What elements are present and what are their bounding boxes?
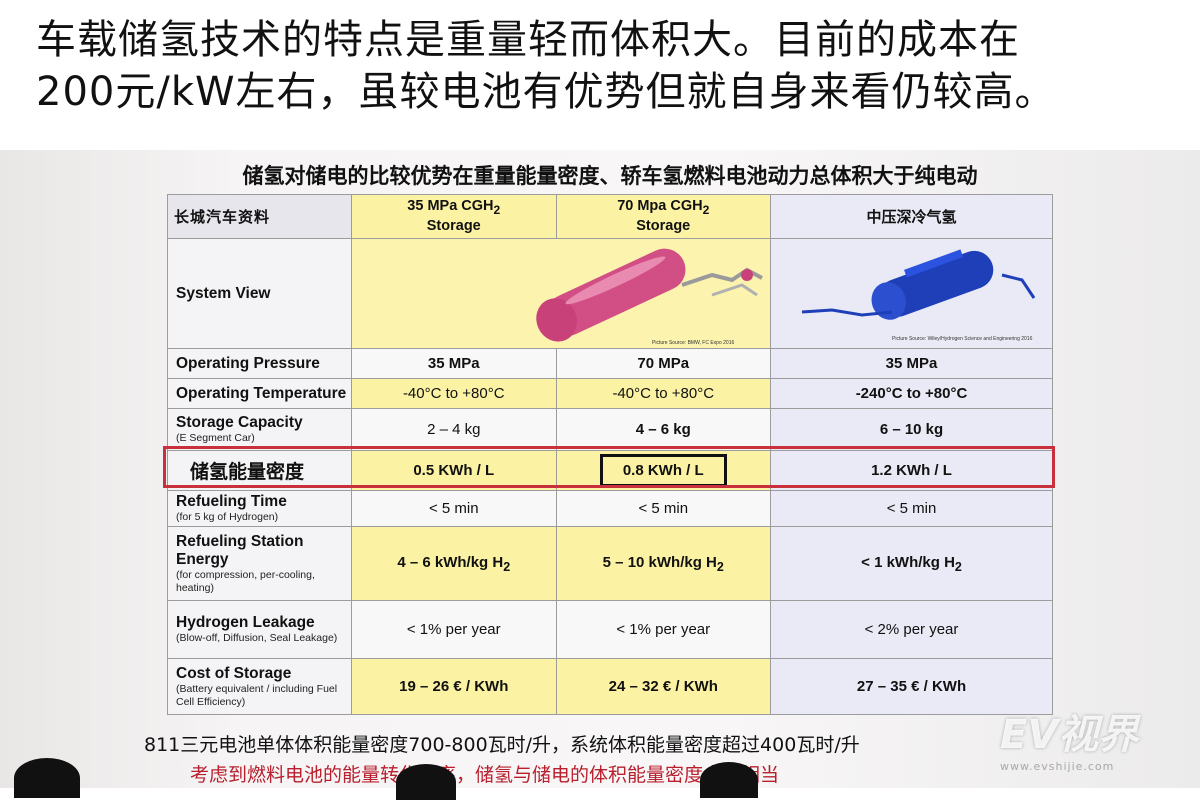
refueling-time-sub: (for 5 kg of Hydrogen) [176,511,279,523]
station-energy-label: Refueling Station Energy [176,532,304,568]
pink-tank-illustration: Picture Source: BMW, FC Expo 2016 [536,248,763,346]
header-70mpa-sub: 2 [702,202,710,217]
header-35mpa-line1: 35 MPa CGH [407,197,494,214]
cell-pressure-35: 35 MPa [351,348,557,379]
cell-leak-35: < 1% per year [351,600,557,659]
watermark-site: www.evshijie.com [1000,760,1115,773]
brand-label: 长城汽车资料 [166,194,353,239]
watermark: EV视界 www.evshijie.com [1000,702,1190,773]
station-70-value: 5 – 10 kWh/kg H [602,553,717,571]
station-cryo-value: < 1 kWh/kg H [861,553,955,571]
row-label-operating-temperature: Operating Temperature [166,378,353,409]
note-battery-density: 811三元电池单体体积能量密度700-800瓦时/升，系统体积能量密度超过400… [144,734,860,756]
cell-leak-70: < 1% per year [555,600,772,659]
storage-capacity-label: Storage Capacity [176,414,303,431]
storage-capacity-sub: (E Segment Car) [176,432,255,444]
leakage-label: Hydrogen Leakage [176,614,315,631]
table-row-system-view: System View Picture Source: BMW, FC Expo… [166,238,1053,349]
audience-head-left [14,758,80,798]
cost-sub: (Battery equivalent / including Fuel Cel… [176,682,338,708]
picture-credit-left: Picture Source: BMW, FC Expo 2016 [652,340,734,346]
header-35mpa-line2: Storage [426,218,481,235]
h2-subscript: 2 [716,559,724,574]
cell-temp-cryo: -240°C to +80°C [770,378,1053,409]
refueling-time-label: Refueling Time [176,493,287,510]
header-cryo-hydrogen: 中压深冷气氢 [770,194,1053,239]
station-energy-sub: (for compression, per-cooling, heating) [176,568,315,594]
caption-line-1: 车载储氢技术的特点是重量轻而体积大。目前的成本在 [36,17,1020,63]
comparison-table: 长城汽车资料 35 MPa CGH2 Storage 70 Mpa CGH2 S… [166,194,1053,715]
header-70mpa-line1: 70 Mpa CGH [617,197,703,214]
cost-label: Cost of Storage [176,664,292,682]
table-row: Operating Temperature -40°C to +80°C -40… [166,378,1053,409]
row-label-energy-density: 储氢能量密度 [166,450,353,491]
row-label-station-energy: Refueling Station Energy (for compressio… [166,526,353,601]
table-row: Hydrogen Leakage (Blow-off, Diffusion, S… [166,600,1053,659]
station-35-value: 4 – 6 kWh/kg H [397,553,504,571]
cell-station-35: 4 – 6 kWh/kg H2 [351,526,557,601]
cell-cost-70: 24 – 32 € / KWh [555,658,772,715]
leakage-sub: (Blow-off, Diffusion, Seal Leakage) [176,632,338,644]
table-row: Refueling Time (for 5 kg of Hydrogen) < … [166,490,1053,527]
picture-credit-right: Picture Source: Wiley/Hydrogen Science a… [892,336,1033,342]
blue-tank-illustration: Picture Source: Wiley/Hydrogen Science a… [801,248,1035,342]
density-70-boxed-value: 0.8 KWh / L [599,454,727,487]
cell-pressure-cryo: 35 MPa [770,348,1053,379]
cell-capacity-70: 4 – 6 kg [555,408,772,451]
table-row: Operating Pressure 35 MPa 70 MPa 35 MPa [166,348,1053,379]
row-label-operating-pressure: Operating Pressure [166,348,353,379]
header-70mpa: 70 Mpa CGH2 Storage [555,194,772,239]
cell-leak-cryo: < 2% per year [770,600,1053,659]
audience-head-right [700,762,758,798]
caption: 车载储氢技术的特点是重量轻而体积大。目前的成本在 200元/kW左右，虽较电池有… [36,14,1186,118]
cell-cost-35: 19 – 26 € / KWh [351,658,557,715]
cell-pressure-70: 70 MPa [555,348,772,379]
row-label-system-view: System View [166,238,353,349]
h2-subscript: 2 [954,559,962,574]
row-label-leakage: Hydrogen Leakage (Blow-off, Diffusion, S… [166,600,353,659]
cell-refuel-cryo: < 5 min [770,490,1053,527]
audience-head-center [396,764,456,800]
table-header-row: 长城汽车资料 35 MPa CGH2 Storage 70 Mpa CGH2 S… [166,194,1053,239]
h2-subscript: 2 [503,559,511,574]
watermark-logo: EV视界 [1000,712,1139,758]
row-label-cost: Cost of Storage (Battery equivalent / in… [166,658,353,715]
cell-density-cryo: 1.2 KWh / L [770,450,1053,491]
cell-temp-70: -40°C to +80°C [555,378,772,409]
cell-capacity-cryo: 6 – 10 kg [770,408,1053,451]
system-view-tank-images: Picture Source: BMW, FC Expo 2016 [351,238,772,349]
row-label-storage-capacity: Storage Capacity (E Segment Car) [166,408,353,451]
slide-title: 储氢对储电的比较优势在重量能量密度、轿车氢燃料电池动力总体积大于纯电动 [242,164,978,188]
cell-capacity-35: 2 – 4 kg [351,408,557,451]
cell-refuel-70: < 5 min [555,490,772,527]
table-row: Cost of Storage (Battery equivalent / in… [166,658,1053,715]
cell-temp-35: -40°C to +80°C [351,378,557,409]
table-row-energy-density: 储氢能量密度 0.5 KWh / L 0.8 KWh / L 1.2 KWh /… [166,450,1053,491]
cell-refuel-35: < 5 min [351,490,557,527]
row-label-refueling-time: Refueling Time (for 5 kg of Hydrogen) [166,490,353,527]
table-row: Storage Capacity (E Segment Car) 2 – 4 k… [166,408,1053,451]
note-conclusion: 考虑到燃料电池的能量转化效率，储氢与储电的体积能量密度大体相当 [190,764,780,786]
system-view-cryo-image: Picture Source: Wiley/Hydrogen Science a… [770,238,1053,349]
header-35mpa-sub: 2 [493,202,501,217]
cell-station-cryo: < 1 kWh/kg H2 [770,526,1053,601]
cell-density-70: 0.8 KWh / L [555,450,772,491]
cell-cost-cryo: 27 – 35 € / KWh [770,658,1053,715]
caption-line-2: 200元/kW左右，虽较电池有优势但就自身来看仍较高。 [36,69,1056,115]
header-35mpa: 35 MPa CGH2 Storage [351,194,557,239]
cell-density-35: 0.5 KWh / L [351,450,557,491]
header-70mpa-line2: Storage [636,218,691,235]
table-row: Refueling Station Energy (for compressio… [166,526,1053,601]
cell-station-70: 5 – 10 kWh/kg H2 [555,526,772,601]
